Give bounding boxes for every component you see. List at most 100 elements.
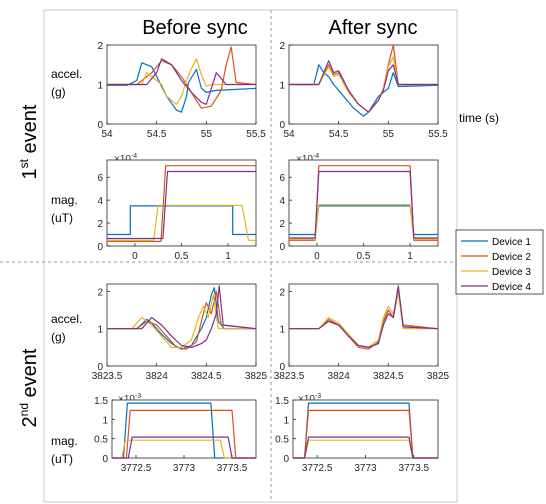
series-line-device-3 [289, 204, 438, 240]
series-line-device-4 [107, 170, 256, 240]
column-title-after: After sync [329, 17, 418, 39]
series-line-device-4 [289, 60, 438, 113]
y-tick-label: 2 [279, 41, 285, 52]
row-title-event-2: 2nd event [17, 348, 41, 427]
mag-label-event-1: mag. (uT) [51, 193, 78, 225]
x-tick-label: 54.5 [329, 129, 349, 140]
y-tick-label: 4 [279, 196, 285, 207]
x-tick-label: 3824.5 [373, 371, 404, 382]
accel-label-event-1: accel. (g) [51, 67, 82, 99]
exponent-label-mag-e1-after: ×10-4 [296, 153, 319, 165]
series-line-device-4 [112, 436, 256, 459]
x-tick-label: 3823.5 [274, 371, 305, 382]
legend-label: Device 1 [492, 237, 531, 248]
y-tick-label: 0 [279, 362, 285, 373]
x-tick-label: 55.5 [428, 129, 448, 140]
y-tick-label: 1 [102, 415, 108, 426]
y-tick-label: 0 [279, 120, 285, 131]
y-tick-label: 1 [97, 325, 103, 336]
series-line-device-4 [107, 285, 257, 348]
y-tick-label: 0.5 [94, 435, 108, 446]
chart-accel-e1-after: 0 1 2 54 54.5 55 55.5 [279, 41, 448, 140]
y-tick-label: 2 [279, 287, 285, 298]
x-tick-label: 54 [283, 129, 295, 140]
legend-label: Device 4 [492, 282, 531, 293]
series-line-device-4 [293, 436, 438, 459]
y-tick-label: 2 [97, 219, 103, 230]
plot-area [106, 283, 257, 367]
chart-mag-e2-after: 0 0.5 1 1.5 3772.5 3773 3773.5 [275, 396, 439, 474]
plot-area [288, 159, 439, 247]
y-tick-label: 0 [97, 362, 103, 373]
x-tick-label: 55 [201, 129, 213, 140]
y-tick-label: 1 [279, 325, 285, 336]
legend-label: Device 2 [492, 252, 531, 263]
svg-text:(g): (g) [51, 85, 66, 99]
series-line-device-4 [289, 170, 438, 239]
y-tick-label: 0.5 [275, 435, 289, 446]
y-tick-label: 1 [283, 415, 289, 426]
series-line-device-1 [107, 62, 257, 113]
y-tick-label: 0 [102, 454, 108, 465]
accel-label-event-2: accel. (g) [51, 312, 82, 344]
series-line-device-1 [289, 64, 439, 117]
y-tick-label: 1.5 [275, 396, 289, 407]
series-line-device-3 [107, 204, 256, 241]
plot-area [106, 159, 257, 247]
series-line-device-3 [107, 294, 256, 348]
svg-text:(uT): (uT) [51, 452, 73, 466]
y-tick-label: 6 [279, 173, 285, 184]
x-tick-label: 55.5 [246, 129, 266, 140]
exponent-label-mag-e2-before: ×10-3 [118, 393, 141, 405]
chart-mag-e1-before: 0 2 4 6 0 0.5 1 [97, 159, 257, 262]
svg-text:(uT): (uT) [51, 211, 73, 225]
chart-accel-e2-after: 0 1 2 3823.5 3824 3824.5 3825 [274, 283, 450, 382]
exponent-label-mag-e2-after: ×10-3 [298, 393, 321, 405]
x-tick-label: 3773 [354, 463, 377, 474]
svg-text:mag.: mag. [51, 193, 78, 207]
mag-label-event-2: mag. (uT) [51, 434, 78, 466]
y-tick-label: 4 [97, 196, 103, 207]
x-tick-label: 0.5 [357, 251, 371, 262]
svg-text:(g): (g) [51, 330, 66, 344]
x-tick-label: 54.5 [147, 129, 167, 140]
legend-item-device-3: Device 3 [461, 267, 531, 278]
x-tick-label: 3773.5 [399, 463, 430, 474]
chart-accel-e1-before: 0 1 2 54 54.5 55 55.5 [97, 41, 266, 140]
series-line-device-2 [289, 165, 438, 241]
legend-item-device-1: Device 1 [461, 237, 531, 248]
svg-text:accel.: accel. [51, 67, 82, 81]
time-axis-label: time (s) [459, 111, 499, 125]
x-tick-label: 3773 [173, 463, 196, 474]
x-tick-label: 3825 [427, 371, 450, 382]
plot-area [288, 283, 439, 367]
x-tick-label: 3823.5 [92, 371, 123, 382]
x-tick-label: 3824 [146, 371, 169, 382]
x-tick-label: 3824.5 [191, 371, 222, 382]
y-tick-label: 1.5 [94, 396, 108, 407]
y-tick-label: 1 [279, 81, 285, 92]
y-tick-label: 0 [279, 242, 285, 253]
legend-item-device-2: Device 2 [461, 252, 531, 263]
y-tick-label: 0 [97, 242, 103, 253]
series-line-device-3 [107, 58, 256, 105]
plot-area [111, 399, 257, 459]
series-line-device-2 [107, 46, 257, 109]
x-tick-label: 3825 [245, 371, 268, 382]
x-tick-label: 3773.5 [217, 463, 248, 474]
column-title-before: Before sync [142, 17, 248, 39]
legend-item-device-4: Device 4 [461, 282, 531, 293]
x-tick-label: 3824 [328, 371, 351, 382]
row-title-event-1: 1st event [17, 104, 41, 179]
x-tick-label: 3772.5 [302, 463, 333, 474]
y-tick-label: 1 [97, 81, 103, 92]
series-line-device-2 [107, 165, 256, 242]
chart-accel-e2-before: 0 1 2 3823.5 3824 3824.5 3825 [92, 283, 268, 382]
chart-mag-e2-before: 0 0.5 1 1.5 3772.5 3773 3773.5 [94, 396, 257, 474]
x-tick-label: 0 [314, 251, 320, 262]
x-tick-label: 3772.5 [121, 463, 152, 474]
series-line-device-1 [289, 205, 438, 236]
exponent-label-mag-e1-before: ×10-4 [114, 153, 137, 165]
y-tick-label: 2 [97, 41, 103, 52]
x-tick-label: 54 [101, 129, 113, 140]
